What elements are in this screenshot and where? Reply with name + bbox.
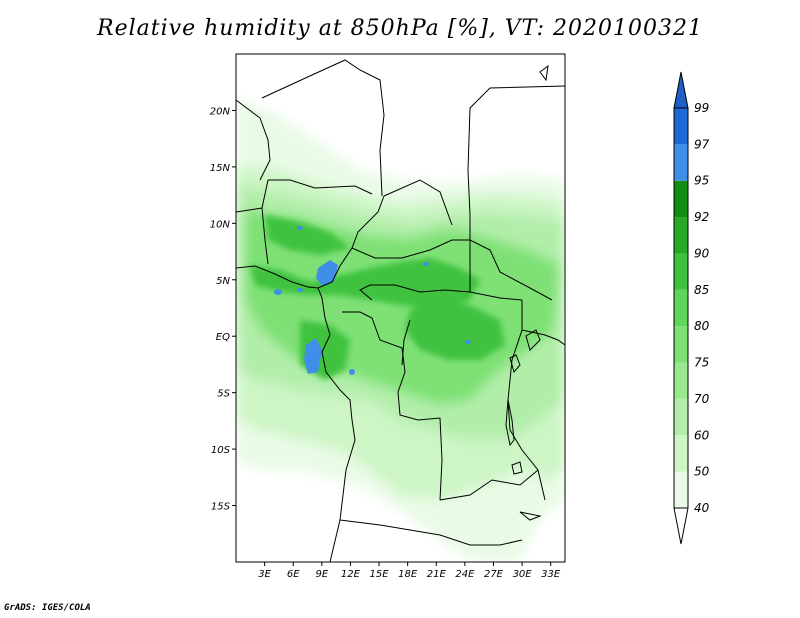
colorbar-label: 60 bbox=[694, 428, 710, 442]
lon-tick-label: 6E bbox=[287, 569, 300, 580]
longitude-axis: 3E 6E 9E 12E 15E 18E 21E 24E 27E 30E 33E bbox=[258, 562, 561, 580]
lon-tick-label: 12E bbox=[341, 569, 361, 580]
colorbar-swatch bbox=[674, 108, 688, 145]
colorbar-label: 80 bbox=[694, 319, 710, 333]
lon-tick-label: 33E bbox=[541, 569, 561, 580]
colorbar-swatch bbox=[674, 326, 688, 363]
colorbar-label: 70 bbox=[694, 392, 710, 406]
lat-tick-label: 10N bbox=[210, 219, 231, 230]
colorbar-swatch bbox=[674, 398, 688, 436]
coastline bbox=[236, 265, 356, 562]
colorbar-label: 40 bbox=[694, 501, 710, 515]
rh-zone-90d bbox=[265, 215, 350, 255]
colorbar-swatch bbox=[674, 253, 688, 290]
lat-tick-label: 20N bbox=[210, 106, 231, 117]
colorbar-label: 85 bbox=[694, 283, 709, 297]
colorbar-max-arrow bbox=[673, 71, 689, 109]
border-line bbox=[261, 59, 385, 197]
colorbar: 40 50 60 70 75 80 85 90 92 95 97 99 bbox=[673, 71, 710, 545]
lat-tick-label: 15S bbox=[211, 502, 231, 513]
colorbar-label: 95 bbox=[694, 174, 709, 188]
lon-tick-label: 21E bbox=[427, 569, 447, 580]
lon-tick-label: 24E bbox=[455, 569, 475, 580]
lat-tick-label: 5S bbox=[217, 389, 230, 400]
lon-tick-label: 15E bbox=[370, 569, 390, 580]
lat-tick-label: 10S bbox=[211, 445, 231, 456]
colorbar-label: 99 bbox=[694, 101, 709, 115]
border-line bbox=[469, 85, 565, 109]
colorbar-swatch bbox=[674, 471, 688, 508]
lake-outline bbox=[505, 399, 515, 447]
border-line bbox=[359, 284, 523, 301]
lon-tick-label: 30E bbox=[513, 569, 533, 580]
border-line bbox=[236, 99, 271, 181]
colorbar-label: 75 bbox=[694, 356, 709, 370]
colorbar-label: 92 bbox=[694, 210, 709, 224]
rh-zone-90 bbox=[250, 258, 480, 310]
lat-tick-label: 15N bbox=[210, 163, 231, 174]
colorbar-swatch bbox=[674, 435, 688, 472]
border-line bbox=[439, 469, 539, 501]
lat-tick-label: 5N bbox=[216, 276, 230, 287]
colorbar-swatch bbox=[674, 217, 688, 254]
humidity-field bbox=[236, 54, 565, 562]
grads-credit: GrADS: IGES/COLA bbox=[4, 603, 91, 613]
lake-outline bbox=[509, 354, 521, 374]
country-boundaries bbox=[236, 59, 565, 562]
border-line bbox=[507, 300, 546, 501]
map-frame bbox=[235, 53, 566, 563]
border-line bbox=[467, 107, 471, 292]
colorbar-swatch bbox=[674, 180, 688, 218]
lat-tick-label: EQ bbox=[216, 332, 230, 343]
colorbar-label: 90 bbox=[694, 246, 710, 260]
colorbar-label: 97 bbox=[694, 137, 710, 151]
colorbar-label: 50 bbox=[694, 465, 710, 479]
border-line bbox=[351, 239, 553, 301]
rh-zone-97 bbox=[274, 226, 471, 375]
lake-outline bbox=[525, 329, 541, 351]
lon-tick-label: 3E bbox=[258, 569, 271, 580]
lake-outline bbox=[511, 461, 523, 475]
lon-tick-label: 9E bbox=[315, 569, 328, 580]
colorbar-swatch bbox=[674, 144, 688, 181]
border-line bbox=[521, 329, 565, 346]
border-line bbox=[261, 207, 269, 265]
colorbar-swatch bbox=[674, 362, 688, 399]
map-title: Relative humidity at 850hPa [%], VT: 202… bbox=[97, 16, 703, 41]
border-line bbox=[383, 179, 453, 226]
colorbar-outline bbox=[673, 107, 689, 509]
border-line bbox=[342, 311, 443, 501]
lake-outline bbox=[519, 511, 542, 521]
colorbar-min-arrow bbox=[673, 507, 689, 545]
lon-tick-label: 27E bbox=[484, 569, 504, 580]
latitude-axis: 20N 15N 10N 5N EQ 5S 10S 15S bbox=[210, 106, 236, 513]
lon-tick-label: 18E bbox=[398, 569, 418, 580]
colorbar-swatch bbox=[674, 289, 688, 327]
rh-zone-90c bbox=[405, 300, 505, 360]
lake-outline bbox=[539, 64, 549, 82]
border-line bbox=[401, 319, 411, 366]
border-line bbox=[339, 519, 523, 546]
